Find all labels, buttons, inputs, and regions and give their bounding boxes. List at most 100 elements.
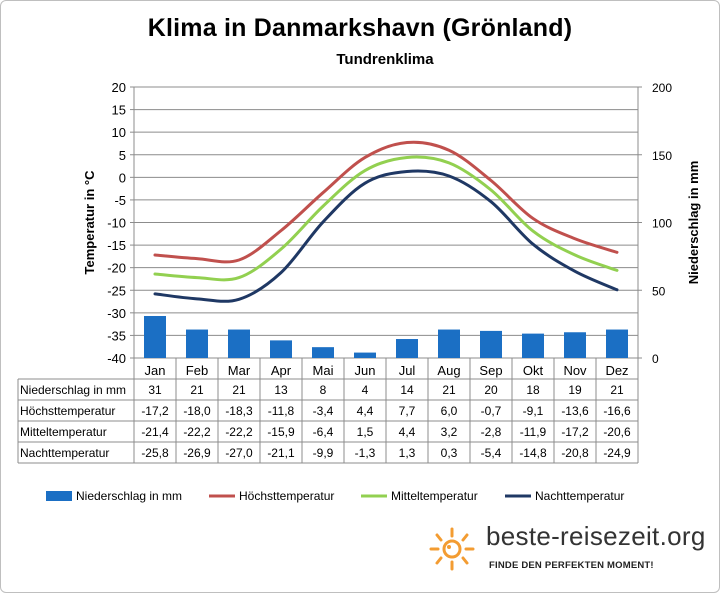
table-cell: 19 [568,383,582,397]
y-left-tick-label: -10 [107,216,126,231]
table-cell: -26,9 [183,446,211,460]
x-tick-label: Sep [479,363,502,378]
y-left-tick-label: 20 [112,80,126,95]
y-right-tick-label: 150 [652,149,672,163]
y-left-tick-label: 5 [119,148,126,163]
table-cell: -3,4 [313,404,334,418]
table-cell: -21,1 [267,446,295,460]
max-temperature-line [153,140,619,264]
precipitation-bar [270,340,292,358]
table-cell: -14,8 [519,446,547,460]
precipitation-bar [354,352,376,358]
x-tick-label: Aug [437,363,460,378]
table-row-header: Mitteltemperatur [20,425,107,439]
precipitation-bar [312,347,334,358]
table-cell: 21 [442,383,456,397]
chart-subtitle: Tundrenklima [336,51,434,68]
table-cell: 4,4 [357,404,374,418]
precipitation-bar [228,329,250,358]
precipitation-bar [186,329,208,358]
table-cell: 21 [190,383,204,397]
table-cell: -5,4 [481,446,502,460]
table-cell: -2,8 [481,425,502,439]
x-tick-label: Apr [271,363,292,378]
sun-logo-icon [429,527,475,571]
table-cell: 4,4 [399,425,416,439]
table-cell: -25,8 [141,446,169,460]
brand-slogan: FINDE DEN PERFEKTEN MOMENT! [489,560,654,571]
y-left-tick-label: 10 [112,125,126,140]
x-tick-label: Mar [228,363,251,378]
table-cell: -11,9 [520,425,547,439]
table-cell: -15,9 [267,425,295,439]
table-cell: 4 [362,383,369,397]
table-cell: -17,2 [141,404,169,418]
x-tick-label: Feb [186,363,208,378]
mean-temperature-line [153,155,619,282]
y-left-tick-label: 15 [112,103,126,118]
table-cell: -18,3 [225,404,253,418]
legend-label: Mitteltemperatur [391,489,478,503]
table-cell: -17,2 [561,425,589,439]
x-tick-label: Jan [145,363,166,378]
table-cell: 14 [400,383,414,397]
chart-title: Klima in Danmarkshavn (Grönland) [147,14,573,42]
legend-label: Niederschlag in mm [76,489,182,503]
table-cell: 1,3 [399,446,416,460]
y-left-tick-label: -5 [114,193,126,208]
precipitation-bar [522,333,544,358]
table-cell: -13,6 [561,404,589,418]
precipitation-bar [396,339,418,358]
table-cell: 8 [320,383,327,397]
table-cell: -20,8 [561,446,589,460]
y-left-tick-label: -40 [107,351,126,366]
y-left-axis-label: Temperatur in °C [82,170,97,275]
table-cell: 13 [274,383,288,397]
x-tick-label: Jun [355,363,376,378]
table-cell: -22,2 [225,425,253,439]
table-cell: -9,1 [523,404,544,418]
legend-label: Höchsttemperatur [239,489,334,503]
table-cell: 20 [484,383,498,397]
table-cell: 18 [526,383,540,397]
table-cell: -1,3 [355,446,376,460]
table-cell: -6,4 [313,425,334,439]
y-right-tick-label: 100 [652,217,672,231]
y-left-tick-label: -25 [107,283,126,298]
table-cell: 3,2 [441,425,458,439]
table-cell: 1,5 [357,425,374,439]
y-left-tick-label: -30 [107,306,126,321]
y-left-tick-label: -15 [107,238,126,253]
table-cell: 21 [232,383,246,397]
precipitation-bar [144,315,166,358]
brand-name[interactable]: beste-reisezeit.org [486,521,706,551]
precipitation-bar [606,329,628,358]
precipitation-bar [564,332,586,358]
table-cell: 21 [610,383,624,397]
y-right-tick-label: 50 [652,284,666,298]
table-cell: 0,3 [441,446,458,460]
precipitation-bar [480,330,502,358]
table-cell: -16,6 [603,404,631,418]
x-tick-label: Nov [563,363,587,378]
table-cell: -22,2 [183,425,211,439]
table-cell: -20,6 [603,425,631,439]
legend-label: Nachttemperatur [535,489,624,503]
y-right-tick-label: 0 [652,352,659,366]
precipitation-bar [438,329,460,358]
x-tick-label: Dez [605,363,628,378]
x-tick-label: Okt [523,363,544,378]
table-row-header: Niederschlag in mm [20,383,126,397]
table-row-header: Nachttemperatur [20,446,109,460]
y-right-axis-label: Niederschlag in mm [686,161,701,285]
table-row-header: Höchsttemperatur [20,404,115,418]
x-tick-label: Mai [313,363,334,378]
table-cell: -11,8 [268,404,295,418]
table-cell: -24,9 [603,446,631,460]
table-cell: 31 [148,383,162,397]
table-cell: 6,0 [441,404,458,418]
y-left-tick-label: -20 [107,261,126,276]
y-left-tick-label: 0 [119,170,126,185]
